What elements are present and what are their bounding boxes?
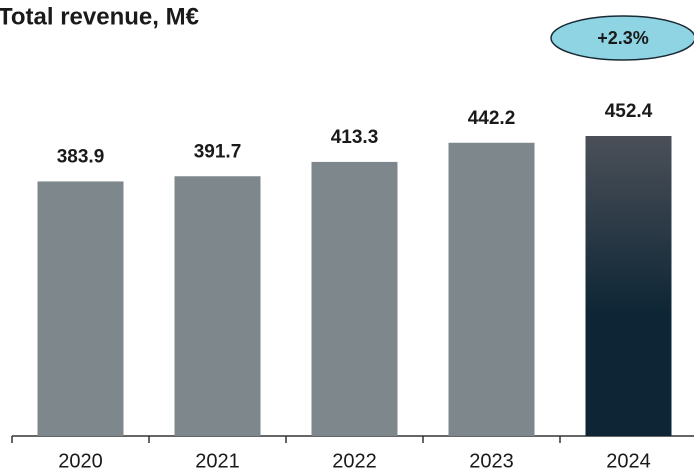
bar [174, 176, 261, 436]
value-label: 383.9 [57, 146, 105, 167]
bar [37, 181, 124, 436]
x-tick-label: 2024 [606, 450, 651, 472]
bar [311, 161, 398, 436]
chart-title: Total revenue, M€ [0, 3, 199, 30]
value-label: 413.3 [331, 127, 379, 148]
bar [585, 136, 672, 436]
annotation: +2.3% [597, 28, 649, 48]
x-tick-label: 2020 [58, 450, 103, 472]
annotation-bubble [550, 15, 694, 61]
x-tick-label: 2021 [195, 450, 240, 472]
value-label: 391.7 [194, 141, 242, 162]
x-tick-label: 2023 [469, 450, 514, 472]
value-label: 442.2 [468, 108, 516, 129]
value-label: 452.4 [605, 101, 653, 122]
bar [448, 142, 535, 437]
x-tick-label: 2022 [332, 450, 377, 472]
